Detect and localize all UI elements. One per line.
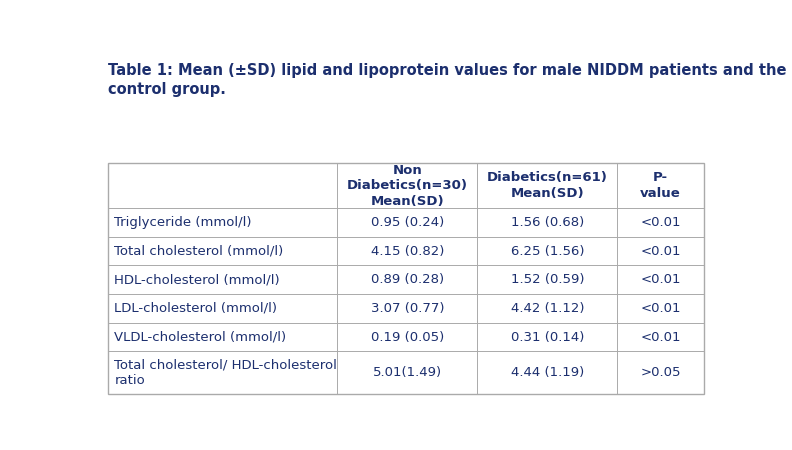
Text: 1.52 (0.59): 1.52 (0.59): [511, 273, 584, 286]
Text: 0.95 (0.24): 0.95 (0.24): [371, 216, 444, 229]
Text: VLDL-cholesterol (mmol/l): VLDL-cholesterol (mmol/l): [114, 330, 287, 343]
Text: <0.01: <0.01: [640, 216, 680, 229]
Text: Total cholesterol (mmol/l): Total cholesterol (mmol/l): [114, 245, 284, 258]
Text: Triglyceride (mmol/l): Triglyceride (mmol/l): [114, 216, 252, 229]
Text: P-
value: P- value: [640, 171, 681, 200]
Text: <0.01: <0.01: [640, 302, 680, 315]
Text: <0.01: <0.01: [640, 330, 680, 343]
Text: 4.15 (0.82): 4.15 (0.82): [371, 245, 444, 258]
Text: 4.42 (1.12): 4.42 (1.12): [511, 302, 584, 315]
Text: 3.07 (0.77): 3.07 (0.77): [371, 302, 444, 315]
Text: 1.56 (0.68): 1.56 (0.68): [511, 216, 584, 229]
Text: Non
Diabetics(n=30)
Mean(SD): Non Diabetics(n=30) Mean(SD): [347, 164, 468, 208]
Text: Diabetics(n=61)
Mean(SD): Diabetics(n=61) Mean(SD): [487, 171, 607, 200]
Text: 5.01(1.49): 5.01(1.49): [373, 366, 442, 379]
Text: <0.01: <0.01: [640, 273, 680, 286]
Text: 4.44 (1.19): 4.44 (1.19): [511, 366, 584, 379]
Text: >0.05: >0.05: [640, 366, 680, 379]
Text: 0.89 (0.28): 0.89 (0.28): [371, 273, 444, 286]
Text: Table 1: Mean (±SD) lipid and lipoprotein values for male NIDDM patients and the: Table 1: Mean (±SD) lipid and lipoprotei…: [109, 63, 786, 97]
Bar: [109, 163, 703, 394]
Text: LDL-cholesterol (mmol/l): LDL-cholesterol (mmol/l): [114, 302, 277, 315]
Text: Total cholesterol/ HDL-cholesterol
ratio: Total cholesterol/ HDL-cholesterol ratio: [114, 359, 337, 387]
Text: HDL-cholesterol (mmol/l): HDL-cholesterol (mmol/l): [114, 273, 280, 286]
Text: <0.01: <0.01: [640, 245, 680, 258]
Text: 6.25 (1.56): 6.25 (1.56): [511, 245, 584, 258]
Text: 0.19 (0.05): 0.19 (0.05): [371, 330, 444, 343]
Text: 0.31 (0.14): 0.31 (0.14): [511, 330, 584, 343]
